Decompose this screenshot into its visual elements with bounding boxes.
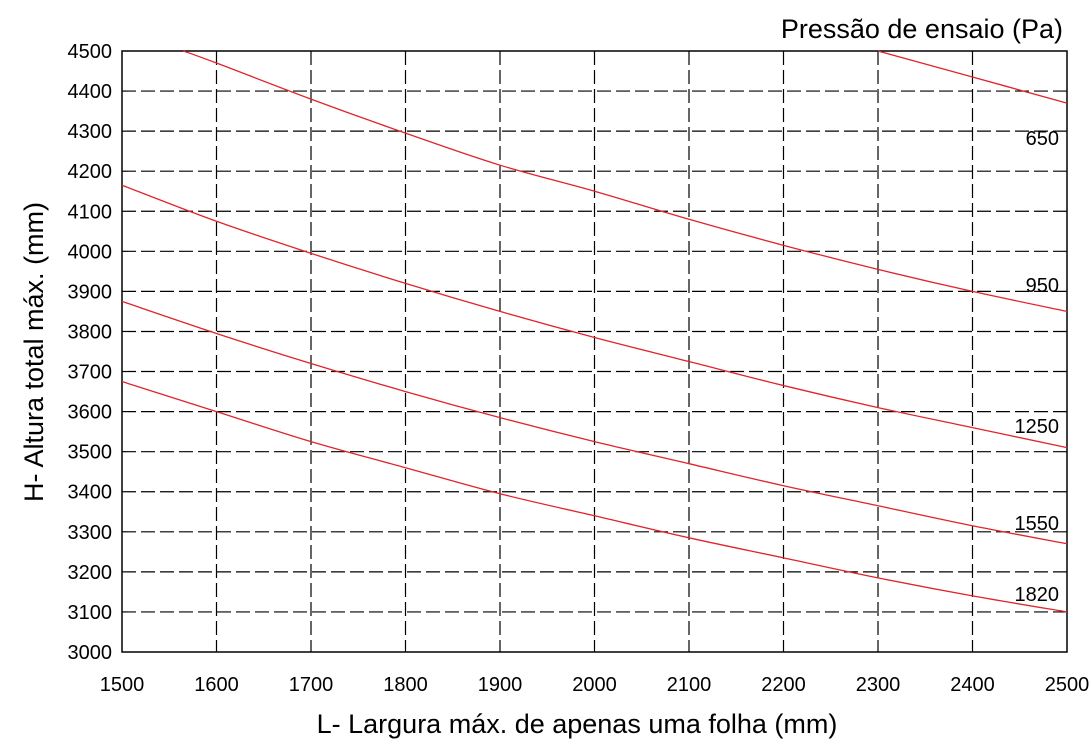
series-label-950: 950 [1026,275,1059,297]
y-tick-label: 3900 [68,281,113,303]
x-tick-label: 1800 [383,674,428,696]
y-tick-label: 3500 [68,442,113,464]
x-tick-label: 2100 [667,674,712,696]
y-tick-label: 3100 [68,602,113,624]
series-line-1550 [121,380,1068,613]
y-tick-label: 3700 [68,362,113,384]
x-tick-label: 2400 [950,674,995,696]
y-axis-title: H- Altura total máx. (mm) [19,202,49,502]
y-tick-label: 4000 [68,241,113,263]
grid [122,51,1067,652]
y-tick-label: 3200 [68,562,113,584]
y-tick-label: 3600 [68,402,113,424]
x-tick-label: 2500 [1045,674,1090,696]
x-tick-label: 2300 [856,674,901,696]
x-tick-label: 1900 [478,674,523,696]
series-line-1820 [877,50,1068,104]
plot-frame [121,50,1068,653]
y-tick-label: 3800 [68,321,113,343]
y-tick-label: 3400 [68,482,113,504]
y-tick-label: 3000 [68,642,113,664]
y-tick-labels: 3000 3100 3200 3300 3400 3500 3600 3700 3800 3900… [68,41,113,664]
series-line-650 [183,50,1068,313]
series-line-950 [121,184,1068,449]
y-tick-label: 3300 [68,522,113,544]
series-lines [121,50,1068,613]
y-tick-label: 4200 [68,161,113,183]
y-tick-label: 4300 [68,121,113,143]
x-tick-labels: 1500 1600 1700 1800 1900 2000 2100 2200 2300 2400… [100,674,1090,696]
series-label-1250: 1250 [1015,416,1060,438]
x-tick-label: 2200 [761,674,806,696]
legend-title: Pressão de ensaio (Pa) [781,14,1063,44]
series-line-1250 [121,300,1068,545]
y-tick-label: 4500 [68,41,113,63]
x-tick-label: 1700 [289,674,334,696]
series-labels: 650 950 1250 1550 1820 [1015,128,1060,606]
y-tick-label: 4100 [68,201,113,223]
x-axis-title: L- Largura máx. de apenas uma folha (mm) [317,709,838,739]
series-label-650: 650 [1026,128,1059,150]
series-label-1820: 1820 [1015,584,1060,606]
x-tick-label: 1500 [100,674,145,696]
y-tick-label: 4400 [68,81,113,103]
x-tick-label: 2000 [572,674,617,696]
series-label-1550: 1550 [1015,513,1060,535]
x-tick-label: 1600 [194,674,239,696]
